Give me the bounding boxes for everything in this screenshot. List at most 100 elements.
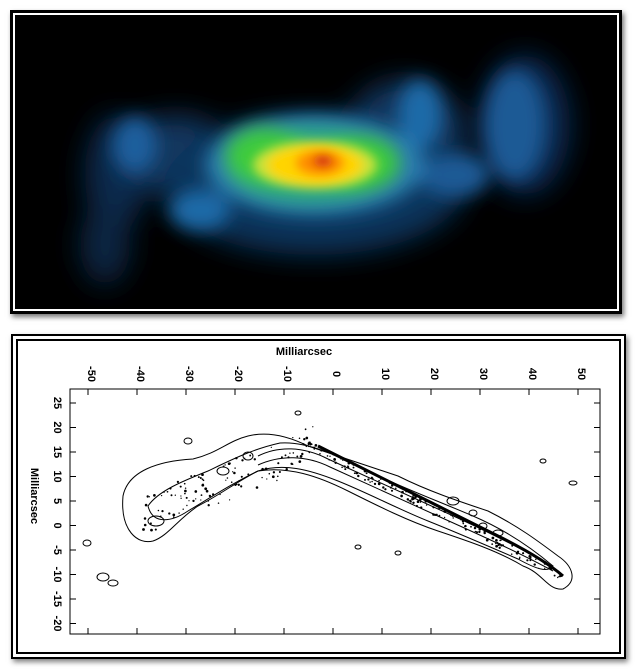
x-tick-label: -20 [232,366,244,382]
speckle [201,473,204,477]
speckle [255,486,259,489]
speckle [450,514,452,516]
speckle [535,558,537,561]
speckle [276,479,278,482]
island [82,539,92,547]
speckle [193,474,196,477]
speckle [240,485,243,488]
speckle [384,488,387,491]
speckle [153,494,156,497]
x-ticks: -50 -40 -30 -20 -10 0 10 20 30 40 50 [85,366,587,634]
island [183,437,193,445]
speckle [495,539,498,542]
speckle [302,443,305,446]
x-tick-label: 40 [526,368,538,380]
speckle [241,459,244,462]
speckle [166,490,169,493]
speckle [268,472,271,475]
speckle [415,504,418,508]
speckle [526,559,529,562]
speckle [211,493,215,496]
speckle [234,483,237,487]
speckle [305,445,308,448]
speckle [309,442,312,446]
speckle [184,492,186,495]
speckle [341,466,343,469]
speckle [435,513,438,516]
mid-contour [147,442,554,570]
speckle [464,528,468,531]
speckle [496,541,499,544]
core [296,151,344,175]
speckle [328,459,330,461]
speckle [190,475,193,478]
speckle [401,490,404,494]
speckle [462,522,465,525]
speckle [230,481,233,483]
speckle [168,512,171,515]
speckle [207,500,210,502]
speckle [501,544,505,547]
speckle [347,465,349,468]
x-tick-label: 10 [379,368,391,380]
speckle [533,563,536,566]
speckle [160,515,162,517]
speckle [225,479,227,481]
speckle [289,452,291,454]
speckle [154,528,157,531]
island [568,480,578,486]
speckle [416,500,420,503]
speckle [497,543,500,547]
speckle [389,486,392,489]
speckle [371,480,373,483]
speckle [292,452,295,454]
outer-contour [122,433,573,590]
x-tick-label: -50 [85,366,97,382]
speckle [438,514,441,517]
speckle [378,479,380,482]
speckle [491,536,495,540]
speckle [344,468,347,471]
speckle [448,521,450,523]
speckle [277,462,280,465]
speckle [232,471,234,473]
speckle [432,513,435,516]
speckle [238,480,240,482]
speckle [188,500,190,502]
speckle [373,482,377,486]
speckle [161,509,164,513]
speckle [271,475,275,479]
speckle [235,456,238,460]
speckle [461,520,465,523]
speckle [478,530,481,534]
speckle [518,557,521,560]
speckle [301,452,304,456]
speckle [204,487,208,491]
speckle [411,497,414,501]
speckle [200,494,203,496]
speckle [180,497,182,499]
radio-image-panel [10,10,622,314]
island [216,466,230,476]
speckle [529,559,532,562]
island [354,544,362,550]
speckle [557,576,559,579]
speckle [304,428,307,431]
y-tick-label: 5 [51,498,63,504]
speckle [420,506,423,509]
speckle [451,515,454,517]
speckle [320,449,323,452]
speckle [538,567,540,569]
speckle [174,494,176,496]
speckle [244,457,246,459]
speckle [372,477,374,480]
speckle [400,494,403,498]
speckle [205,489,209,493]
speckle [183,482,186,485]
speckle [367,478,370,481]
speckle [452,517,454,519]
speckle [217,502,220,504]
speckle [544,567,546,569]
speckle [219,493,221,496]
island [242,451,254,461]
